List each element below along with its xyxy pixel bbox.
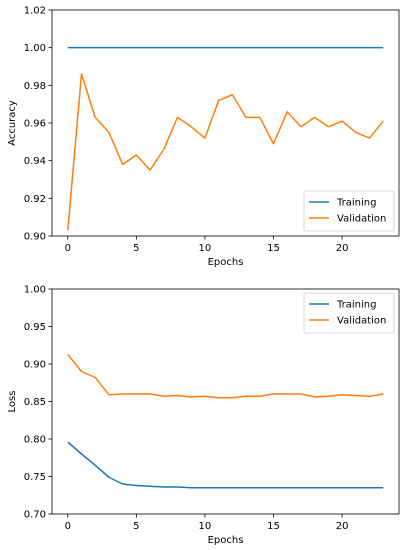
x-tick-label: 0 bbox=[65, 243, 71, 254]
y-tick-label: 1.00 bbox=[24, 285, 46, 296]
x-tick-label: 20 bbox=[336, 243, 349, 254]
legend: Training Validation bbox=[303, 292, 395, 334]
x-tick-label: 5 bbox=[133, 243, 139, 254]
y-tick-label: 0.70 bbox=[24, 510, 46, 521]
y-tick-label: 0.80 bbox=[24, 435, 46, 446]
y-tick-label: 1.00 bbox=[24, 43, 46, 54]
y-tick-label: 0.85 bbox=[24, 397, 46, 408]
legend-box bbox=[303, 190, 395, 232]
legend-label-training: Training bbox=[336, 300, 376, 311]
x-tick-label: 15 bbox=[267, 243, 280, 254]
x-tick-label: 10 bbox=[199, 243, 212, 254]
legend-label-validation: Validation bbox=[337, 214, 386, 225]
x-axis-label: Epochs bbox=[208, 257, 244, 268]
x-tick-label: 15 bbox=[267, 521, 280, 532]
x-tick-label: 5 bbox=[133, 521, 139, 532]
series-line-validation bbox=[67, 73, 384, 231]
legend-box bbox=[303, 292, 395, 334]
y-tick-label: 1.02 bbox=[24, 6, 46, 17]
y-tick-label: 0.95 bbox=[24, 322, 46, 333]
legend: Training Validation bbox=[303, 190, 395, 232]
chart-1: 0 5 10 15 20 0.90 0.92 0.94 0.96 0.98 1.00 1.02 Epoc… bbox=[7, 6, 400, 268]
x-tick-label: 20 bbox=[336, 521, 349, 532]
x-tick-label: 0 bbox=[65, 521, 71, 532]
x-axis-label: Epochs bbox=[208, 535, 244, 546]
series-line-validation bbox=[67, 353, 384, 399]
y-tick-label: 0.98 bbox=[24, 81, 46, 92]
legend-label-validation: Validation bbox=[337, 316, 386, 327]
y-tick-label: 0.90 bbox=[24, 232, 46, 243]
y-tick-label: 0.94 bbox=[24, 156, 46, 167]
x-tick-label: 10 bbox=[199, 521, 212, 532]
y-tick-label: 0.96 bbox=[24, 119, 46, 130]
legend-label-training: Training bbox=[336, 198, 376, 209]
y-axis-label: Loss bbox=[7, 391, 18, 413]
y-tick-label: 0.90 bbox=[24, 360, 46, 371]
y-axis-label: Accuracy bbox=[7, 100, 18, 146]
series-line-training bbox=[67, 441, 384, 489]
y-tick-label: 0.92 bbox=[24, 194, 46, 205]
chart-2: 0 5 10 15 20 0.70 0.75 0.80 0.85 0.90 0.95 1.00 Epoc… bbox=[7, 285, 400, 546]
y-tick-label: 0.75 bbox=[24, 472, 46, 483]
